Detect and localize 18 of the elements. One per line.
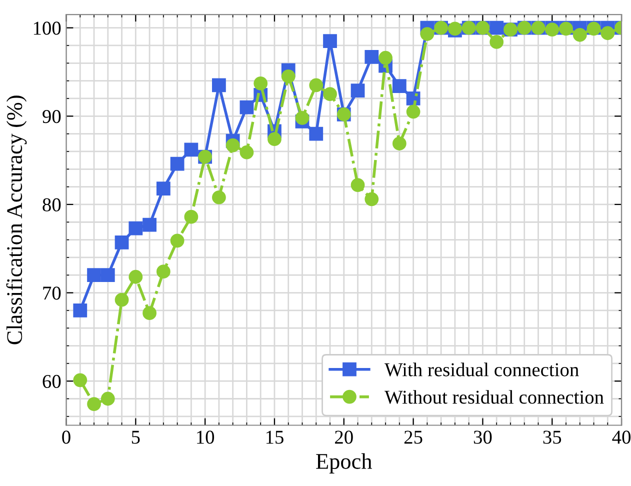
legend-label: Without residual connection — [384, 390, 604, 404]
x-tick-label: 35 — [543, 430, 562, 444]
x-tick-label: 25 — [404, 430, 422, 444]
y-axis-title: Classification Accuracy (%) — [6, 96, 27, 344]
y-tick-label: 80 — [42, 198, 61, 212]
x-tick-label: 30 — [474, 430, 492, 444]
x-tick-label: 20 — [335, 430, 353, 444]
x-axis-title: Epoch — [316, 453, 372, 474]
x-tick-label: 10 — [197, 430, 214, 444]
x-tick-label: 40 — [612, 430, 631, 444]
legend-label: With residual connection — [384, 362, 579, 376]
x-tick-label: 0 — [62, 430, 70, 444]
y-tick-label: 60 — [42, 374, 61, 388]
x-tick-label: 5 — [132, 430, 140, 444]
y-tick-label: 90 — [42, 110, 61, 124]
x-tick-label: 15 — [266, 430, 284, 444]
y-tick-label: 70 — [43, 286, 61, 300]
y-tick-label: 100 — [34, 22, 61, 35]
